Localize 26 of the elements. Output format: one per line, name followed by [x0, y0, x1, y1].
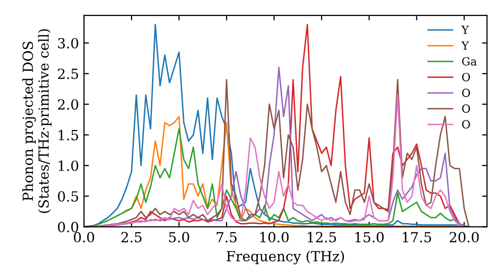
- y-tick-label: 2.0: [58, 99, 78, 110]
- legend-label: Y: [461, 26, 469, 34]
- x-tick-label: 0.0: [74, 232, 94, 242]
- x-tick-label: 5.0: [169, 232, 190, 242]
- line-series: [84, 128, 470, 227]
- x-tick-label: 2.5: [121, 232, 142, 242]
- y-tick-label: 3.0: [58, 38, 78, 48]
- y-tick-label: 0.5: [58, 191, 78, 202]
- legend-label: O: [462, 120, 470, 129]
- legend-label: Ga: [462, 57, 477, 66]
- y-tick-label: 0.0: [58, 222, 78, 232]
- x-tick-label: 17.5: [402, 232, 432, 242]
- x-axis-title: Frequency (THz): [226, 250, 344, 264]
- legend-label: O: [462, 104, 470, 113]
- legend-label: Y: [461, 41, 469, 50]
- legend-label: O: [462, 88, 470, 98]
- x-tick-label: 15.0: [355, 232, 384, 242]
- y-tick-label: 2.5: [58, 68, 78, 80]
- y-axis-title: Phonon projected DOS (States/THz·primitive cell): [22, 29, 52, 213]
- x-tick-label: 10.0: [260, 232, 289, 242]
- x-tick-label: 20.0: [450, 232, 479, 242]
- legend-label: O: [462, 72, 470, 82]
- x-tick-label: 7.5: [216, 232, 237, 242]
- x-tick-label: 12.5: [308, 232, 336, 242]
- y-tick-label: 1.0: [58, 160, 78, 171]
- y-tick-label: 1.5: [58, 130, 78, 140]
